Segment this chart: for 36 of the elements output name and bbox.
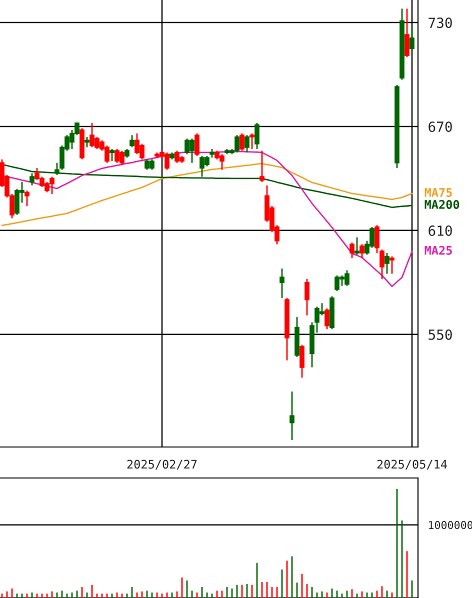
candlestick — [84, 136, 90, 148]
candlestick — [354, 236, 360, 256]
candlestick — [380, 248, 384, 280]
line-series — [1, 162, 413, 226]
y-tick-label: 670 — [428, 121, 452, 132]
candlestick — [290, 390, 294, 441]
candlestick — [254, 122, 260, 150]
candlestick — [384, 252, 390, 274]
x-tick-label: 2025/02/27 — [127, 460, 197, 470]
candlestick — [194, 132, 200, 157]
y-tick-label: 610 — [428, 225, 452, 236]
candlestick — [300, 344, 304, 378]
y-tick-label: 730 — [428, 18, 452, 28]
candlestick — [350, 242, 354, 259]
series-label: MA200 — [424, 200, 460, 209]
candlestick — [404, 8, 410, 58]
candlestick — [280, 268, 284, 299]
series-label: MA75 — [424, 188, 452, 197]
candlestick — [250, 132, 254, 150]
candlestick — [304, 278, 310, 316]
candlestick — [240, 132, 244, 152]
candlestick — [30, 172, 34, 186]
candlestick — [374, 224, 380, 254]
candlestick — [324, 308, 330, 330]
candlestick — [54, 162, 60, 176]
candlestick — [260, 150, 264, 183]
candlestick — [360, 244, 364, 259]
candlestick — [410, 25, 414, 51]
x-tick-label: 2025/05/14 — [377, 460, 447, 470]
candlestick — [244, 134, 250, 154]
candlestick — [110, 148, 114, 162]
candlestick — [130, 134, 134, 148]
y-tick-label: 550 — [428, 329, 452, 340]
candlestick — [24, 190, 30, 207]
candlestick — [390, 256, 394, 274]
series-label: MA25 — [424, 246, 452, 255]
